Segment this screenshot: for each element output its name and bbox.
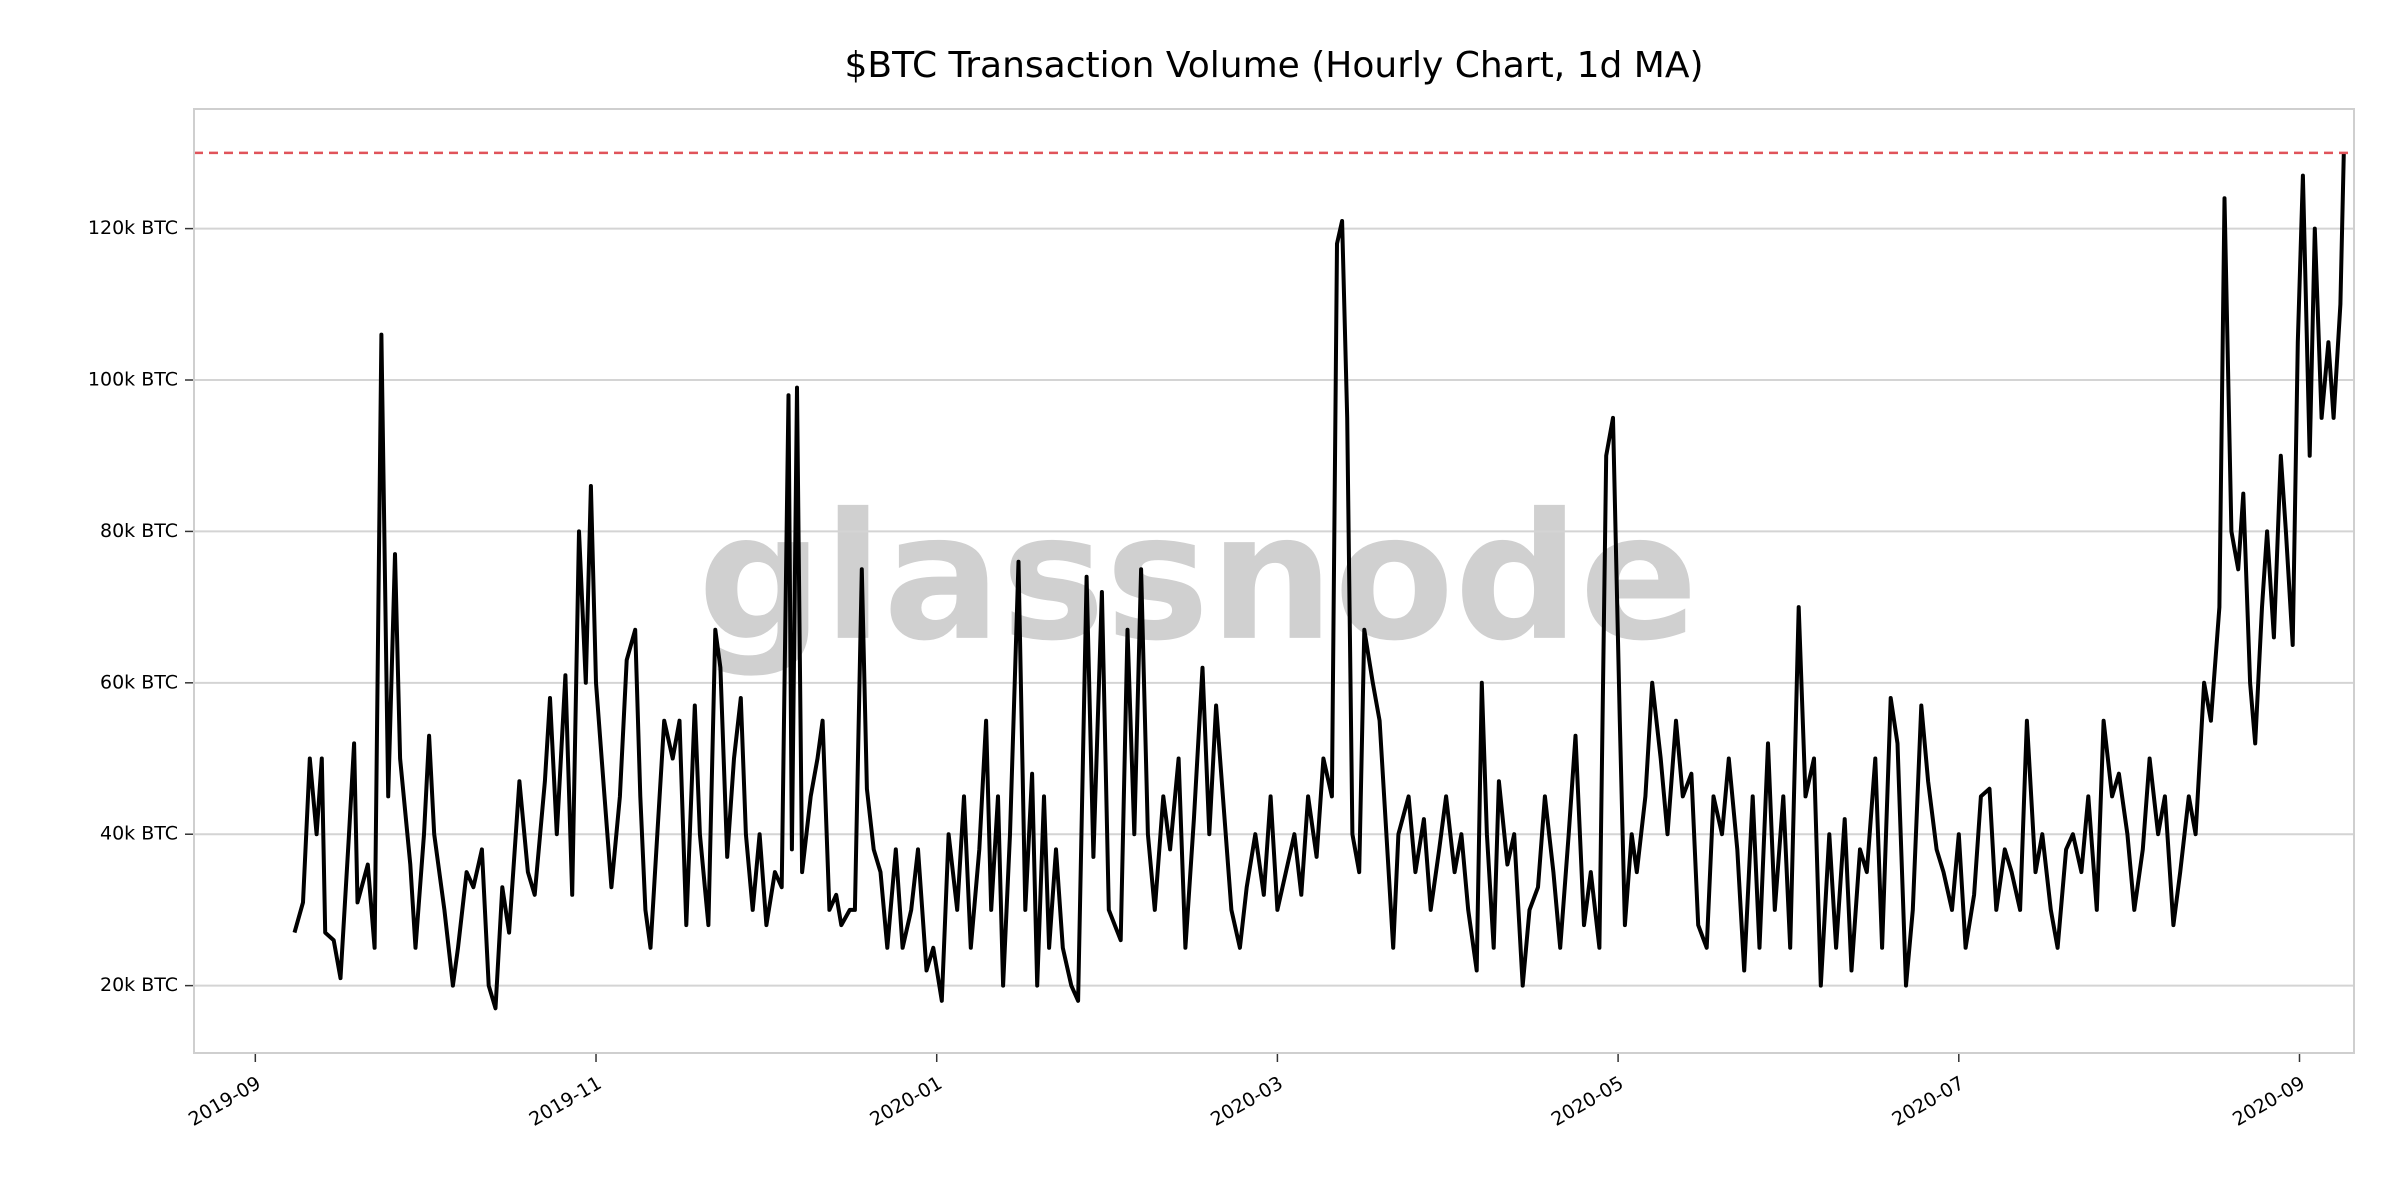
x-tick-label: 2020-09 bbox=[2229, 1072, 2309, 1131]
y-tick-label: 120k BTC bbox=[88, 217, 178, 239]
x-tick-label: 2020-07 bbox=[1888, 1072, 1968, 1131]
chart-title: $BTC Transaction Volume (Hourly Chart, 1… bbox=[844, 45, 1703, 86]
x-tick-label: 2020-05 bbox=[1548, 1072, 1628, 1131]
x-tick-label: 2019-11 bbox=[526, 1072, 606, 1131]
y-tick-label: 40k BTC bbox=[100, 823, 178, 845]
y-tick-label: 60k BTC bbox=[100, 671, 178, 693]
data-line bbox=[292, 152, 2346, 1011]
x-tick-label: 2019-09 bbox=[185, 1072, 265, 1131]
x-tick-label: 2020-03 bbox=[1207, 1072, 1287, 1131]
y-tick-label: 20k BTC bbox=[100, 974, 178, 996]
watermark: glassnode bbox=[698, 477, 1698, 680]
y-tick-label: 100k BTC bbox=[88, 369, 178, 391]
plot-frame bbox=[193, 108, 2355, 1054]
y-tick-label: 80k BTC bbox=[100, 520, 178, 542]
x-tick-label: 2020-01 bbox=[866, 1072, 946, 1131]
